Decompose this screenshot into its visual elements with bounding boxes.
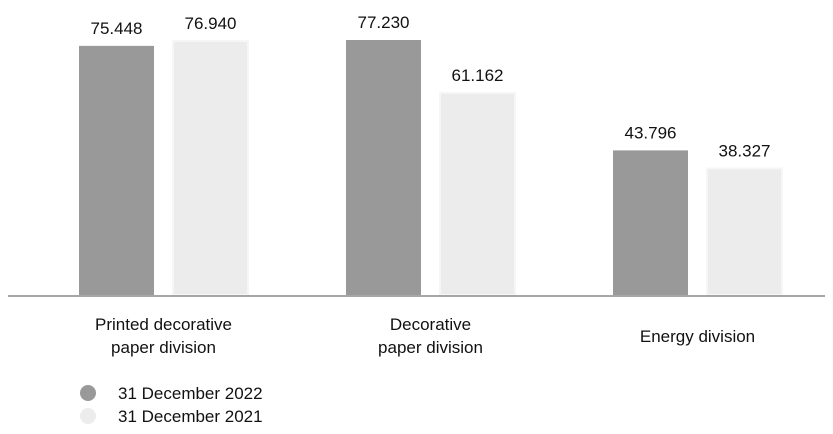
legend-label-series-1: 31 December 2022 [118,384,263,403]
value-label-1-series-2: 76.940 [185,14,237,33]
legend-marker-series-1 [80,385,96,401]
bars-group [79,39,783,296]
category-label-1-line-1: Printed decorative [95,315,232,334]
bar-3-series-1 [613,150,688,295]
category-label-2-line-2: paper division [378,338,483,357]
value-labels-group: 75.448 76.940 77.230 61.162 43.796 38.327 [91,13,771,160]
bar-3-series-2 [706,167,783,296]
bar-2-series-1 [346,40,421,295]
bar-1-series-1 [79,45,154,296]
category-labels-group: Printed decorative paper division Decorati… [95,315,755,357]
value-label-2-series-1: 77.230 [358,13,410,32]
value-label-3-series-2: 38.327 [719,141,771,160]
category-label-1-line-2: paper division [111,338,216,357]
value-label-1-series-1: 75.448 [91,19,143,38]
legend: 31 December 2022 31 December 2021 [80,384,263,426]
category-label-2-line-1: Decorative [390,315,471,334]
value-label-2-series-2: 61.162 [452,66,504,85]
category-label-3-line-1: Energy division [640,327,755,346]
legend-marker-series-2 [80,408,96,424]
value-label-3-series-1: 43.796 [625,123,677,142]
legend-label-series-2: 31 December 2021 [118,407,263,426]
bar-1-series-2 [172,39,249,296]
bar-2-series-2 [439,92,516,296]
